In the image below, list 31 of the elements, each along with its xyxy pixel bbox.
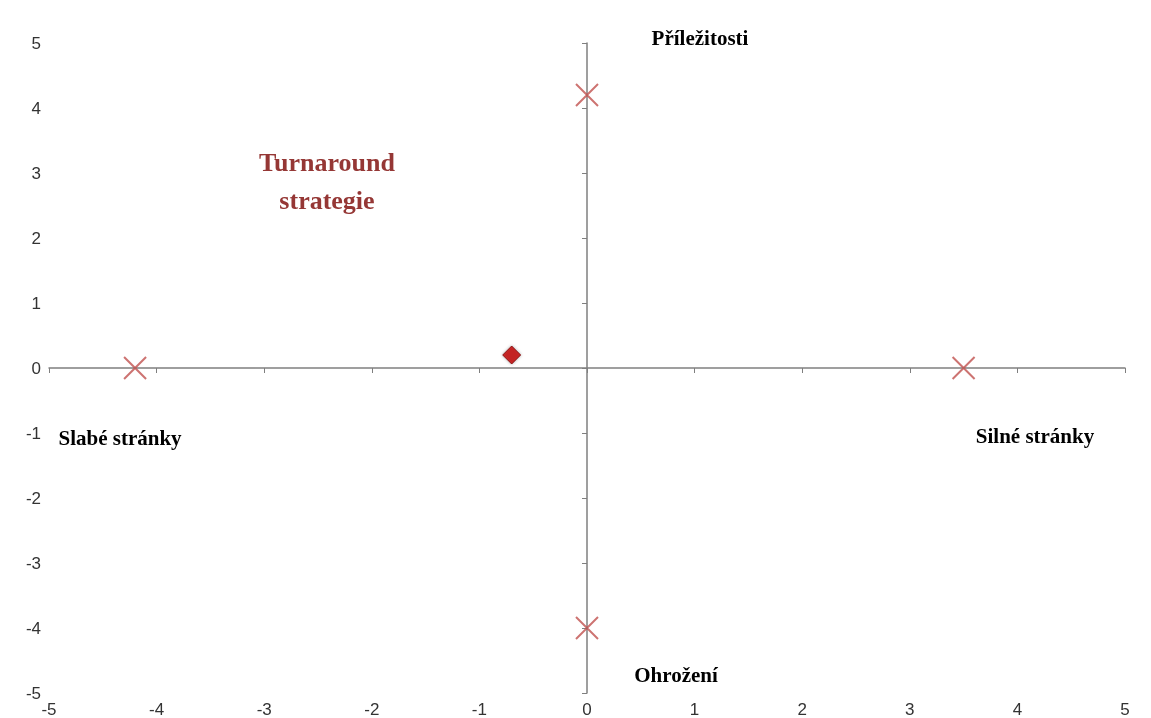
text: Turnaround strategie xyxy=(259,147,396,215)
x-tick-label: -2 xyxy=(364,700,380,718)
x-tick-label: 2 xyxy=(797,700,807,718)
point xyxy=(575,83,599,107)
x-tick-label: 5 xyxy=(1120,700,1130,718)
y-tick-label: 2 xyxy=(31,228,41,248)
annotation: Ohrožení xyxy=(634,663,719,687)
y-tick-label: -5 xyxy=(25,683,41,703)
y-tick-label: -4 xyxy=(25,618,41,638)
y-tick-label: -3 xyxy=(25,553,41,573)
point xyxy=(951,356,976,380)
y-tick-label: 5 xyxy=(31,33,41,53)
x-tick-label: -3 xyxy=(256,700,272,718)
x-tick-label: 4 xyxy=(1012,700,1023,718)
annotation: Příležitosti xyxy=(651,26,749,50)
annotation: Slabé stránky xyxy=(58,426,183,450)
y-tick-label: 1 xyxy=(31,293,41,313)
annotation: Silné stránky xyxy=(975,424,1095,448)
x-tick-label: -4 xyxy=(149,700,165,718)
y-tick-label: -1 xyxy=(25,423,41,443)
y-tick-label: 4 xyxy=(31,98,41,118)
y-tick-label: 3 xyxy=(31,163,41,183)
y-tick-label: -2 xyxy=(25,488,41,508)
x-tick-label: 3 xyxy=(905,700,915,718)
x-tick-label: -1 xyxy=(471,700,487,718)
point xyxy=(575,616,599,640)
x-tick-label: 1 xyxy=(689,700,700,718)
point xyxy=(123,356,148,380)
y-tick-label: 0 xyxy=(31,358,41,378)
x-tick-label: 0 xyxy=(582,700,592,718)
point xyxy=(502,345,522,365)
